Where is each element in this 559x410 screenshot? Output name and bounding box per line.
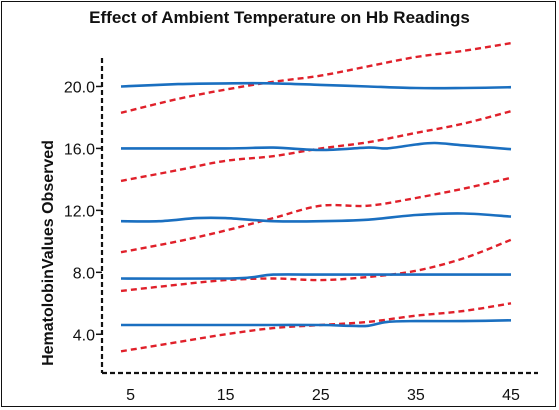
x-tick-label: 45 xyxy=(502,387,520,404)
y-tick-label: 12.0 xyxy=(64,203,95,220)
y-tick-label: 4.0 xyxy=(73,327,95,344)
solid-series-line xyxy=(120,319,512,328)
dashed-series-line xyxy=(120,176,512,254)
y-tick-label: 20.0 xyxy=(64,79,95,96)
solid-series-line xyxy=(120,81,512,90)
y-tick-label: 8.0 xyxy=(73,265,95,282)
x-tick-label: 5 xyxy=(126,387,135,404)
solid-series-line xyxy=(120,212,512,223)
dashed-series-line xyxy=(120,238,512,293)
dashed-series-line xyxy=(120,41,512,114)
x-tick-label: 35 xyxy=(407,387,425,404)
dashed-series-line xyxy=(120,302,512,353)
dashed-series-line xyxy=(120,110,512,183)
solid-series-line xyxy=(120,141,512,152)
solid-series-line xyxy=(120,273,511,280)
y-tick-label: 16.0 xyxy=(64,141,95,158)
x-tick-label: 15 xyxy=(217,387,235,404)
series-layer xyxy=(120,41,512,353)
x-tick-label: 25 xyxy=(312,387,330,404)
axes xyxy=(100,58,538,375)
chart-title: Effect of Ambient Temperature on Hb Read… xyxy=(89,8,470,27)
tick-labels: 4.0 8.0 12.0 16.0 20.0 5 15 25 35 45 xyxy=(64,79,520,404)
